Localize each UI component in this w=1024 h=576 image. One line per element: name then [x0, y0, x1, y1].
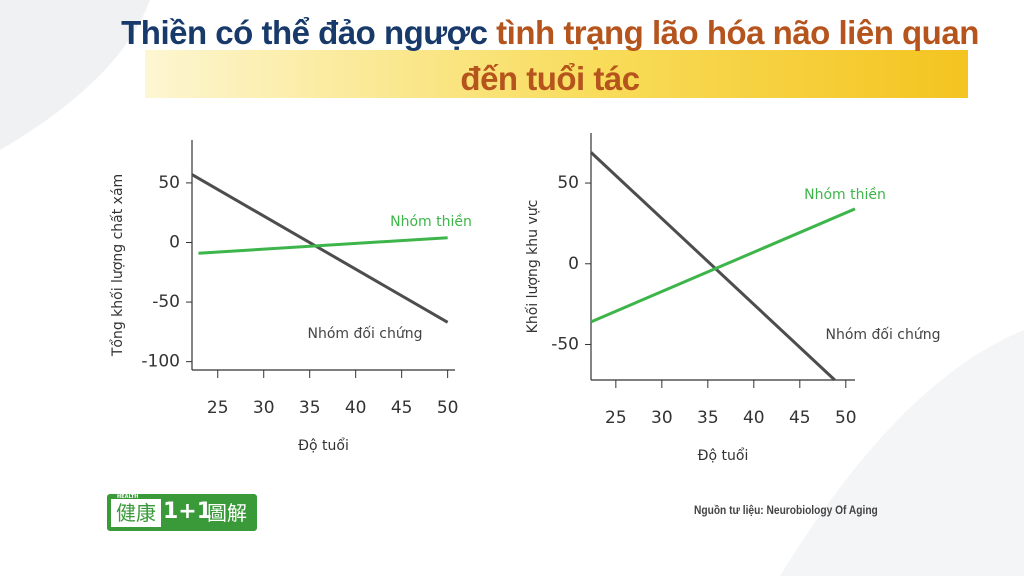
y-tick-label: -50 [152, 292, 180, 312]
x-tick-label: 45 [391, 398, 413, 418]
title: Thiền có thể đảo ngược tình trạng lão hó… [110, 10, 990, 102]
logo-text: 1+1 [163, 499, 213, 524]
y-tick-label: 50 [557, 173, 579, 193]
line [198, 236, 448, 255]
y-tick-label: -50 [551, 334, 579, 354]
logo-text: 健康 [111, 499, 161, 527]
series-label: Nhóm đối chứng [308, 325, 423, 342]
title-part: Thiền có thể đảo ngược [121, 14, 488, 51]
x-tick-label: 35 [697, 408, 719, 428]
line [590, 207, 856, 324]
title-band [145, 50, 968, 98]
title-part: tình trạng lão hóa não liên quan đến tuổ… [460, 14, 979, 97]
x-tick-label: 30 [651, 408, 673, 428]
series-label: Nhóm thiền [390, 213, 472, 230]
logo-text: 圖解 [207, 501, 247, 525]
series-label: Nhóm đối chứng [826, 326, 941, 343]
series-label: Nhóm thiền [804, 186, 886, 203]
line [191, 173, 449, 324]
x-tick-label: 45 [789, 408, 811, 428]
x-tick-label: 25 [605, 408, 627, 428]
x-tick-label: 40 [743, 408, 765, 428]
source: Nguồn tư liệu: Neurobiology Of Aging [694, 503, 878, 517]
x-tick-label: 40 [345, 398, 367, 418]
y-axis-label: Khối lượng khu vực [524, 200, 541, 334]
y-tick-label: 50 [158, 173, 180, 193]
line [589, 151, 836, 382]
bg-shape [780, 330, 1024, 576]
bg-shape [0, 0, 150, 150]
x-axis-label: Độ tuổi [298, 437, 349, 454]
x-axis-label: Độ tuổi [698, 447, 749, 464]
y-tick-label: 0 [568, 254, 579, 274]
x-tick-label: 25 [207, 398, 229, 418]
logo-text: HEALTH [117, 494, 139, 500]
y-tick-label: -100 [141, 352, 180, 372]
x-tick-label: 50 [835, 408, 857, 428]
logo: HEALTH 健康 1+1 圖解 [107, 494, 257, 531]
y-tick-label: 0 [169, 232, 180, 252]
y-axis-label: Tổng khối lượng chất xám [109, 174, 126, 357]
x-tick-label: 35 [299, 398, 321, 418]
x-tick-label: 50 [437, 398, 459, 418]
x-tick-label: 30 [253, 398, 275, 418]
